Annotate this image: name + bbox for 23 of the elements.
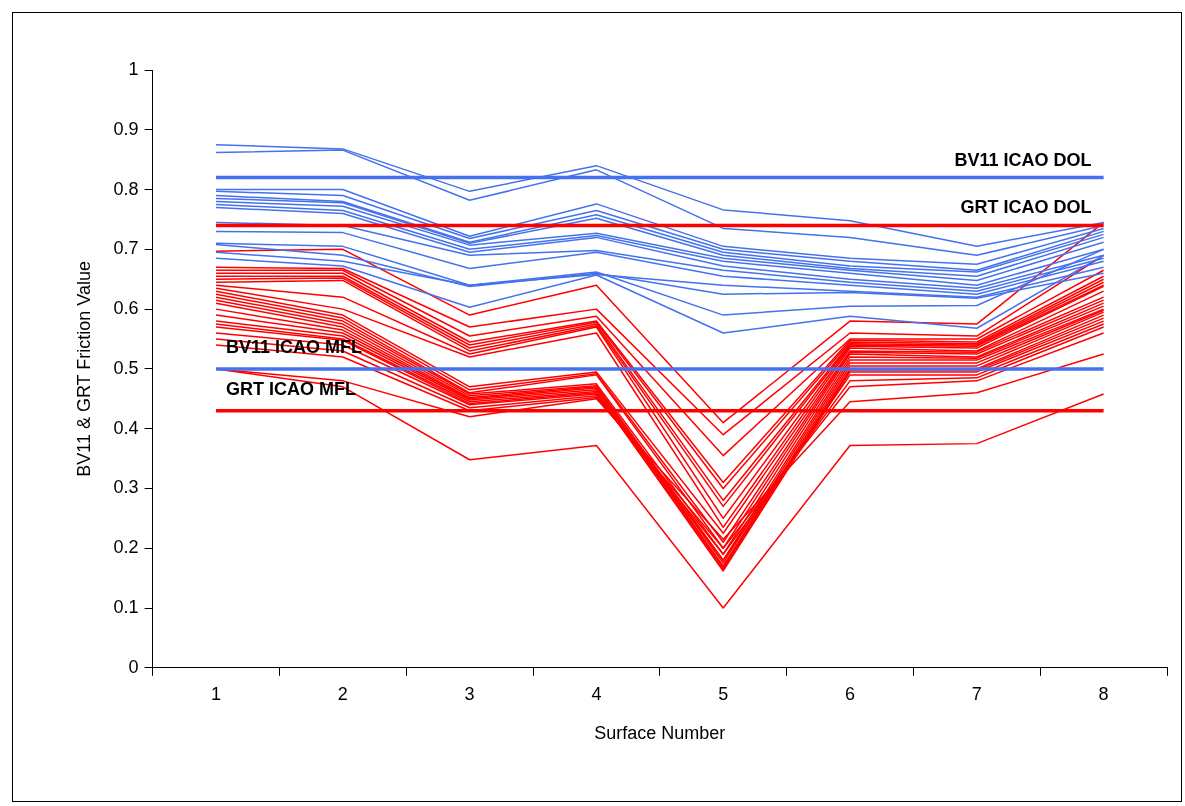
y-tick-label: 0.1 [113, 596, 139, 617]
y-axis-title: BV11 & GRT Friction Value [73, 261, 94, 477]
y-tick-label: 0.6 [113, 298, 139, 319]
y-tick-label: 0 [128, 656, 139, 677]
x-tick-label: 7 [971, 683, 982, 704]
y-tick-label: 1 [128, 58, 139, 79]
x-tick-label: 6 [845, 683, 856, 704]
y-tick-label: 0.7 [113, 238, 139, 259]
x-tick-label: 8 [1098, 683, 1109, 704]
y-tick-label: 0.9 [113, 118, 139, 139]
x-tick-label: 1 [211, 683, 222, 704]
y-tick-label: 0.4 [113, 417, 139, 438]
x-tick-label: 4 [591, 683, 602, 704]
x-tick-label: 5 [718, 683, 729, 704]
x-axis-title: Surface Number [594, 723, 726, 744]
y-tick-label: 0.2 [113, 537, 139, 558]
ref-line-label: GRT ICAO DOL [960, 197, 1092, 218]
y-tick-label: 0.3 [113, 477, 139, 498]
y-tick-label: 0.5 [113, 357, 139, 378]
x-tick-label: 2 [337, 683, 348, 704]
ref-line-label: BV11 ICAO DOL [954, 149, 1092, 170]
y-tick-label: 0.8 [113, 178, 139, 199]
x-tick-label: 3 [464, 683, 475, 704]
